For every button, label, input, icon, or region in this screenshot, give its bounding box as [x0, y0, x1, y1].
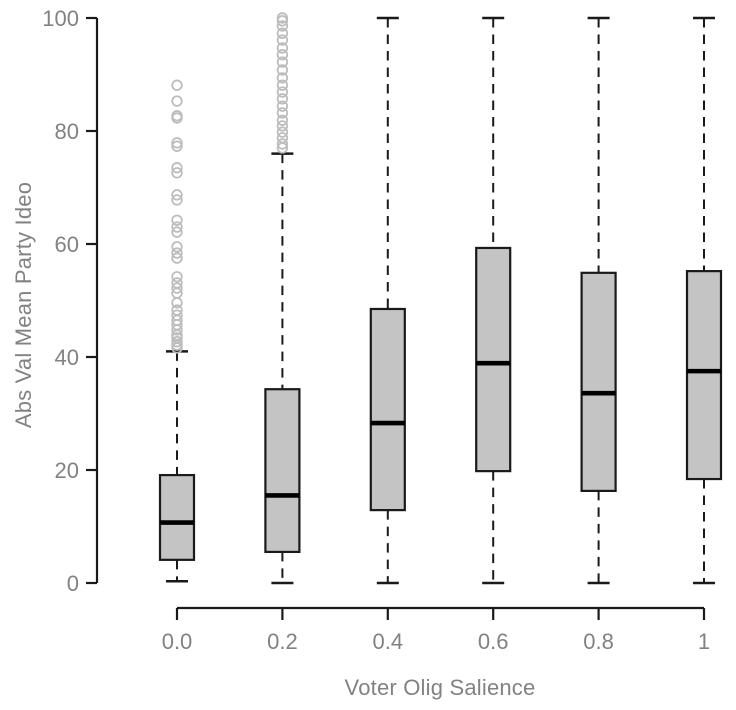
- outlier-point: [171, 226, 183, 238]
- x-tick-label: 0.4: [373, 629, 404, 654]
- outlier-point: [171, 95, 183, 107]
- outlier-point: [276, 15, 289, 27]
- x-tick-label: 1: [698, 629, 710, 654]
- y-tick-label: 60: [55, 232, 79, 257]
- outlier-point: [171, 252, 183, 264]
- outlier-point: [276, 114, 289, 126]
- outlier-point: [171, 140, 183, 152]
- outlier-point: [276, 86, 289, 98]
- outlier-point: [171, 247, 183, 259]
- outlier-point: [276, 126, 289, 138]
- outlier-point: [276, 100, 289, 112]
- outlier-point: [171, 271, 183, 283]
- outlier-point: [276, 72, 289, 84]
- y-axis-title: Abs Val Mean Party Ideo: [11, 181, 36, 429]
- outlier-point: [171, 297, 183, 309]
- outlier-point: [171, 336, 183, 348]
- outlier-point: [276, 34, 289, 46]
- outlier-point: [171, 194, 183, 206]
- iqr-box: [685, 270, 723, 481]
- iqr-box: [369, 307, 406, 512]
- outlier-point: [276, 138, 289, 150]
- outlier-point: [276, 120, 289, 132]
- y-tick-label: 80: [55, 119, 79, 144]
- x-tick-label: 0.0: [162, 629, 193, 654]
- outlier-point: [276, 107, 289, 119]
- x-tick-label: 0.8: [583, 629, 614, 654]
- y-tick-label: 100: [42, 6, 79, 31]
- outlier-point: [276, 142, 289, 154]
- iqr-box: [475, 246, 512, 473]
- outlier-point: [276, 42, 289, 54]
- outlier-point: [276, 49, 289, 61]
- iqr-box: [158, 473, 196, 561]
- outlier-point: [276, 56, 289, 68]
- iqr-box: [580, 271, 617, 493]
- outlier-point: [171, 189, 183, 201]
- outlier-point: [276, 93, 289, 105]
- outlier-point: [171, 221, 183, 233]
- outlier-point: [171, 162, 183, 174]
- outlier-point: [276, 20, 289, 32]
- outlier-point: [171, 324, 183, 336]
- iqr-box: [264, 388, 301, 554]
- x-axis-title: Voter Olig Salience: [344, 675, 536, 700]
- outlier-point: [171, 167, 183, 179]
- x-tick-label: 0.6: [478, 629, 509, 654]
- outlier-point: [276, 79, 289, 91]
- y-tick-label: 20: [55, 458, 79, 483]
- outlier-point: [171, 214, 183, 226]
- outlier-point: [171, 137, 183, 149]
- outlier-point: [171, 282, 183, 294]
- outlier-point: [171, 112, 183, 124]
- outlier-point: [276, 27, 289, 39]
- outlier-point: [171, 241, 183, 253]
- outlier-point: [171, 79, 183, 91]
- x-tick-label: 0.2: [267, 629, 298, 654]
- outlier-point: [171, 342, 183, 354]
- y-tick-label: 40: [55, 345, 79, 370]
- y-tick-label: 0: [67, 571, 79, 596]
- outlier-point: [276, 64, 289, 76]
